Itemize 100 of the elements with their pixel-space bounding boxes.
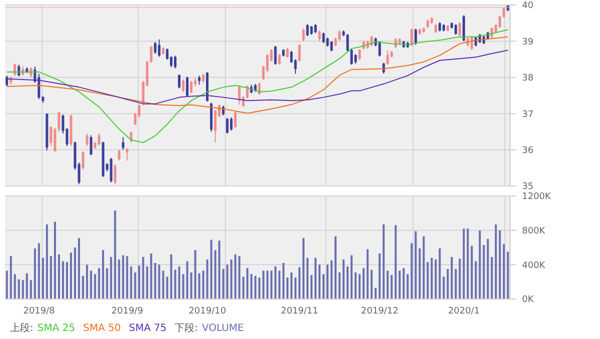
bar bbox=[234, 254, 236, 299]
bar bbox=[350, 255, 353, 299]
bar bbox=[482, 244, 485, 299]
candlestick bbox=[214, 109, 217, 144]
bar bbox=[194, 250, 196, 299]
bar bbox=[126, 256, 128, 299]
bar bbox=[50, 256, 52, 299]
bar bbox=[242, 276, 244, 299]
text: SMA 50 bbox=[83, 323, 121, 334]
candlestick bbox=[326, 37, 329, 48]
candlestick bbox=[130, 131, 132, 144]
bar bbox=[442, 276, 445, 299]
bar bbox=[246, 268, 248, 299]
candlestick bbox=[274, 45, 277, 66]
bar bbox=[454, 268, 457, 299]
bar bbox=[374, 288, 377, 299]
bar bbox=[414, 231, 417, 299]
bar bbox=[354, 272, 357, 299]
bar bbox=[366, 249, 369, 299]
bar bbox=[458, 258, 461, 299]
bar bbox=[318, 264, 320, 299]
candlestick bbox=[410, 28, 413, 47]
candlestick bbox=[378, 40, 381, 57]
bar bbox=[74, 248, 76, 299]
candlestick bbox=[178, 74, 180, 89]
bar bbox=[82, 276, 84, 299]
candlestick bbox=[190, 80, 192, 94]
y-tick-label: 0K bbox=[522, 295, 535, 306]
candlestick bbox=[230, 116, 233, 132]
bar bbox=[146, 266, 148, 299]
bar bbox=[170, 254, 172, 299]
text: SMA 25 bbox=[37, 323, 76, 334]
candlestick bbox=[6, 75, 8, 87]
bar bbox=[314, 258, 316, 299]
bar bbox=[134, 272, 136, 299]
bar bbox=[478, 230, 481, 299]
bar bbox=[382, 224, 385, 299]
y-tick-label: 35 bbox=[522, 182, 534, 192]
bar bbox=[334, 236, 337, 299]
candlestick bbox=[126, 148, 128, 162]
y-tick-label: 39 bbox=[522, 37, 534, 48]
bar bbox=[174, 270, 176, 299]
bar bbox=[166, 276, 168, 299]
bar bbox=[138, 266, 140, 299]
bar bbox=[286, 278, 288, 299]
candlestick bbox=[318, 30, 321, 42]
candlestick bbox=[286, 47, 289, 58]
candlestick bbox=[386, 50, 389, 66]
y-tick-label: 400K bbox=[522, 260, 546, 271]
bar bbox=[426, 262, 429, 299]
bar bbox=[398, 270, 401, 299]
bar bbox=[66, 262, 68, 299]
candlestick bbox=[238, 86, 241, 106]
candlestick bbox=[182, 78, 184, 92]
bar bbox=[430, 258, 433, 299]
bar bbox=[70, 252, 72, 299]
bar bbox=[158, 264, 160, 299]
candlestick bbox=[462, 14, 466, 42]
bar bbox=[450, 256, 453, 299]
bar bbox=[406, 274, 409, 299]
x-tick-label: 2019/9 bbox=[111, 306, 144, 316]
bar bbox=[250, 274, 252, 299]
bar bbox=[290, 272, 292, 299]
bar bbox=[6, 270, 8, 299]
bar bbox=[46, 224, 48, 299]
bar bbox=[122, 255, 124, 299]
text: SMA 75 bbox=[128, 323, 167, 334]
candlestick bbox=[154, 41, 156, 54]
bar bbox=[30, 280, 32, 299]
bar bbox=[178, 266, 180, 299]
y-tick-label: 36 bbox=[522, 146, 534, 156]
line-series bbox=[6, 36, 508, 114]
bar bbox=[490, 256, 493, 299]
bar bbox=[142, 256, 144, 299]
bar bbox=[186, 261, 188, 299]
bar bbox=[486, 238, 489, 299]
bar bbox=[310, 274, 312, 299]
bar bbox=[474, 261, 477, 299]
bar bbox=[386, 270, 389, 299]
bar bbox=[38, 243, 40, 299]
bar bbox=[294, 278, 296, 299]
bar bbox=[502, 244, 505, 299]
bar bbox=[466, 228, 469, 299]
candlestick bbox=[38, 73, 40, 100]
bar bbox=[282, 262, 284, 299]
candlestick bbox=[198, 75, 201, 86]
candlestick bbox=[98, 133, 100, 146]
bar bbox=[266, 270, 268, 299]
bar bbox=[102, 250, 104, 299]
bar bbox=[110, 256, 112, 299]
bar bbox=[162, 270, 164, 299]
bar bbox=[202, 270, 204, 299]
candlestick bbox=[226, 117, 229, 134]
bar bbox=[410, 243, 413, 299]
bar bbox=[230, 260, 232, 299]
candlestick bbox=[202, 73, 205, 84]
candlestick bbox=[306, 24, 309, 37]
x-tick-label: 2019/10 bbox=[188, 306, 226, 316]
y-tick-label: 38 bbox=[522, 74, 534, 84]
bar bbox=[506, 252, 509, 299]
